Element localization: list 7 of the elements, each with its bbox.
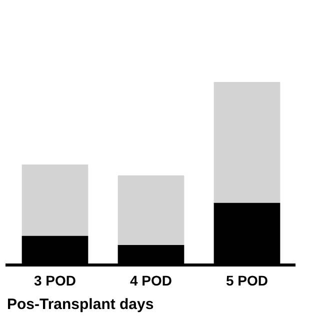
bar xyxy=(118,175,184,246)
x-tick-label: 5 POD xyxy=(226,272,268,288)
bar xyxy=(22,164,88,236)
x-axis-title: Pos-Transplant days xyxy=(7,296,154,314)
bar xyxy=(214,82,280,203)
x-tick-label: 3 POD xyxy=(34,272,76,288)
x-tick-label: 4 POD xyxy=(130,272,172,288)
